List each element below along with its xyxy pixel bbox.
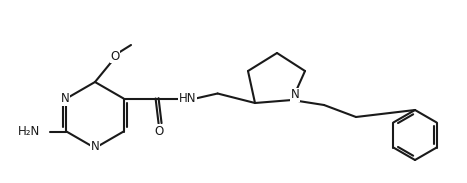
Text: O: O <box>110 49 120 63</box>
Text: N: N <box>91 141 99 154</box>
Text: HN: HN <box>179 92 196 105</box>
Text: N: N <box>61 92 70 105</box>
Text: O: O <box>154 125 163 138</box>
Text: N: N <box>290 89 299 102</box>
Text: H₂N: H₂N <box>18 125 41 138</box>
